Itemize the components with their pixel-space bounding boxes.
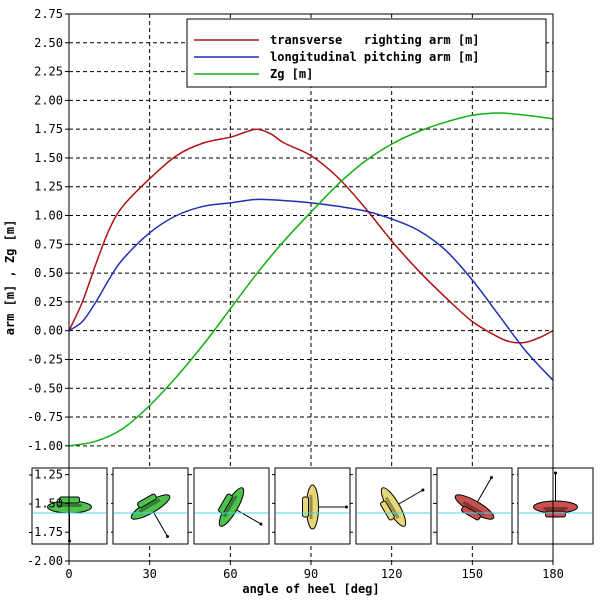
hull-detail (222, 495, 238, 518)
x-tick-label: 0 (65, 567, 72, 581)
zg-line (68, 112, 554, 447)
y-tick-label: -0.25 (27, 352, 63, 366)
hull-detail (462, 500, 485, 516)
transverse-righting-arm-line (68, 128, 554, 344)
heel-thumbnail (274, 467, 351, 545)
keel-bulb (421, 488, 425, 492)
y-tick-label: 2.75 (34, 7, 63, 21)
heel-thumbnail (436, 467, 513, 545)
axis-ticks: 2.75 2.50 2.25 2.00 1.75 1.50 1.25 1.00 0.75 0.50… (27, 7, 564, 581)
hull-section (218, 487, 263, 527)
keel-bulb (554, 471, 557, 475)
hull-detail (138, 498, 161, 513)
y-tick-label: 0.25 (34, 295, 63, 309)
keel-bulb (259, 522, 263, 526)
y-tick-label: -1.00 (27, 439, 63, 453)
x-axis-title: angle of heel [deg] (242, 582, 379, 596)
y-tick-label: -0.75 (27, 410, 63, 424)
legend-label-zg: Zg [m] (270, 67, 313, 81)
keel-bulb (165, 534, 169, 538)
hull-deck (137, 493, 157, 509)
longitudinal-pitching-arm-line (68, 198, 554, 381)
x-tick-label: 180 (542, 567, 564, 581)
heel-thumbnail (355, 467, 432, 545)
x-tick-label: 30 (142, 567, 156, 581)
y-tick-label: -2.00 (27, 554, 63, 568)
heel-thumbnails (31, 467, 594, 545)
y-tick-label: 2.50 (34, 36, 63, 50)
hull-detail (543, 507, 568, 510)
y-tick-label: 1.25 (34, 180, 63, 194)
y-tick-label: 1.50 (34, 151, 63, 165)
keel-bulb (345, 505, 348, 509)
y-tick-label: 0.00 (34, 324, 63, 338)
legend-label-longitudinal: longitudinal pitching arm [m] (270, 50, 480, 64)
y-tick-label: 1.00 (34, 209, 63, 223)
legend-label-transverse: transverse righting arm [m] (270, 33, 480, 47)
hull-deck (380, 500, 395, 521)
hull-section (302, 484, 348, 530)
heel-thumbnail (112, 467, 189, 545)
heel-thumbnail (193, 467, 270, 545)
y-tick-label: 2.25 (34, 65, 63, 79)
y-tick-label: -1.25 (27, 468, 63, 482)
hull-deck (545, 510, 566, 518)
legend-box (186, 18, 547, 88)
x-tick-label: 150 (461, 567, 483, 581)
y-axis-title: arm [m] , Zg [m] (3, 220, 17, 336)
y-tick-label: -1.75 (27, 525, 63, 539)
y-tick-label: 0.75 (34, 237, 63, 251)
keel-bulb (490, 476, 493, 480)
thumbnail-frame (436, 467, 513, 545)
chart-legend: transverse righting arm [m] longitudinal… (186, 18, 547, 88)
x-tick-label: 90 (304, 567, 318, 581)
y-tick-label: 1.75 (34, 122, 63, 136)
y-tick-label: -0.50 (27, 381, 63, 395)
hull-deck (302, 496, 309, 518)
x-tick-label: 120 (381, 567, 403, 581)
y-tick-label: 2.00 (34, 93, 63, 107)
chart-series (68, 112, 554, 447)
y-tick-label: 0.50 (34, 266, 63, 280)
hull-detail (309, 495, 313, 519)
heel-thumbnail (517, 467, 594, 545)
x-tick-label: 60 (223, 567, 237, 581)
hull-deck (218, 493, 233, 514)
y-tick-label: -1.50 (27, 496, 63, 510)
